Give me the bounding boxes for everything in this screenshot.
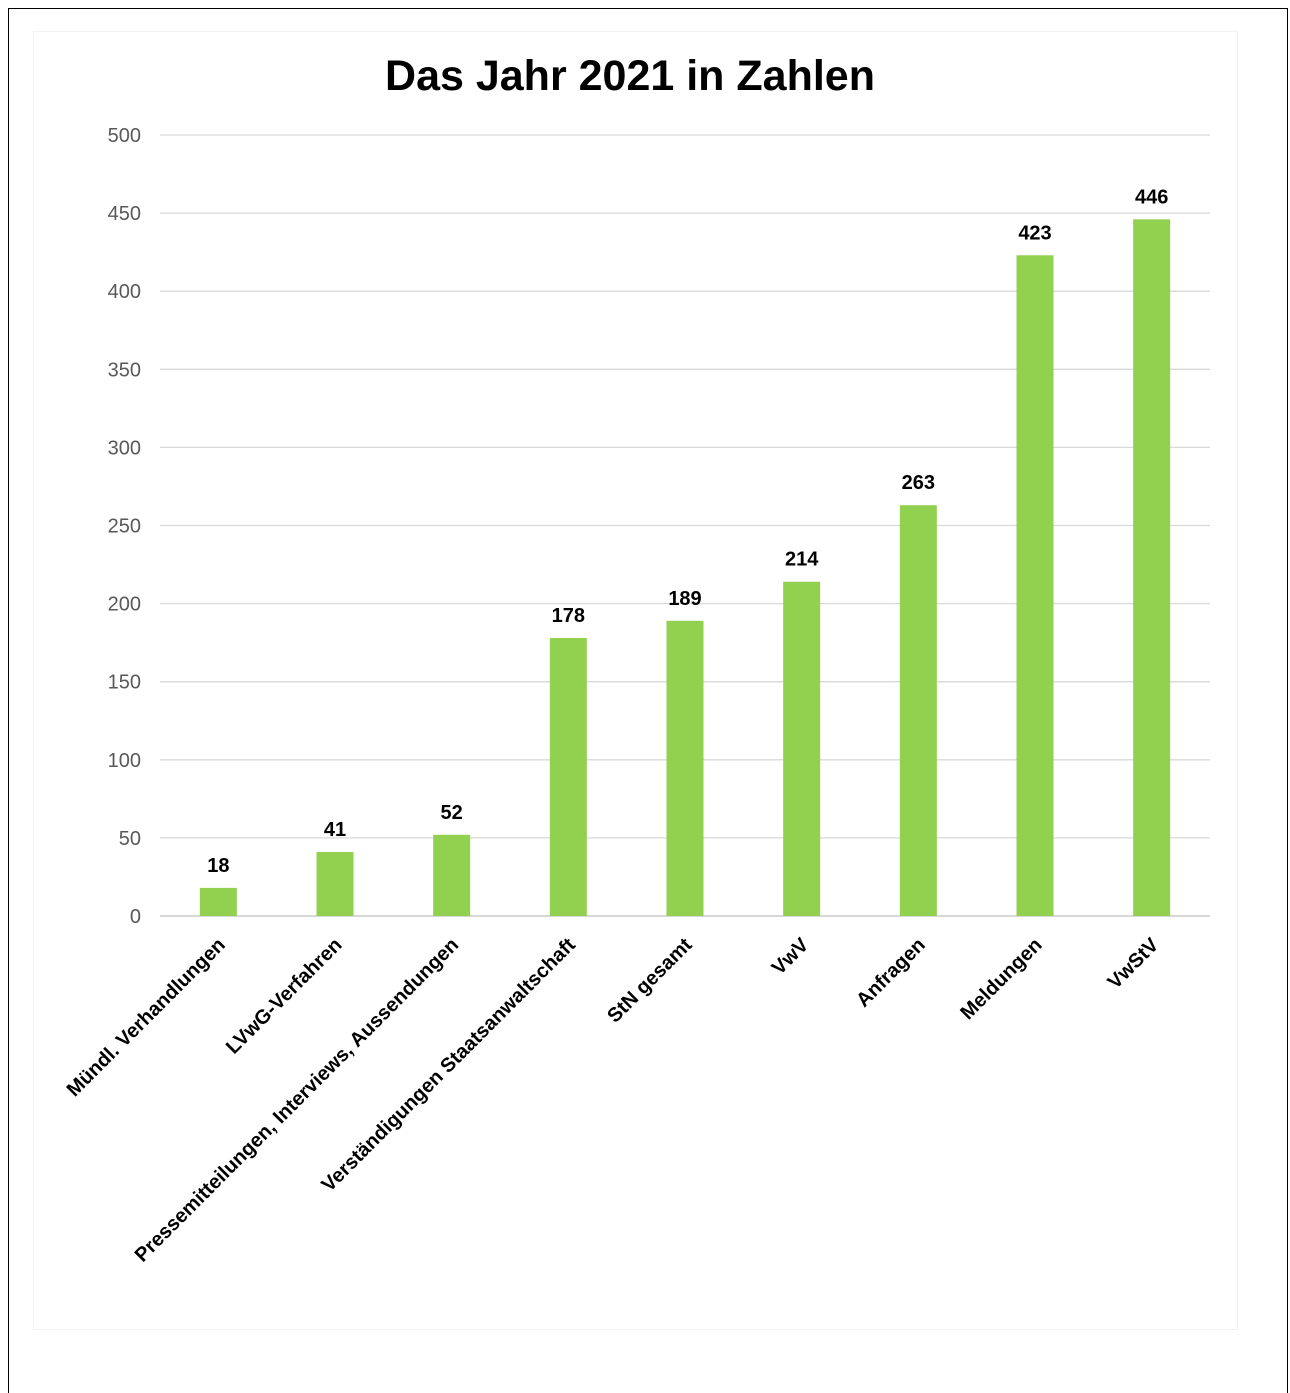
y-tick-label: 300 (108, 437, 141, 459)
y-tick-label: 200 (108, 594, 141, 616)
y-tick-label: 450 (108, 203, 141, 225)
data-label: 446 (1135, 186, 1168, 208)
data-label: 189 (668, 588, 701, 610)
chart-title: Das Jahr 2021 in Zahlen (385, 52, 875, 100)
data-label: 52 (441, 802, 463, 824)
bar (549, 637, 587, 916)
data-label: 214 (785, 549, 819, 571)
bar (899, 505, 937, 916)
category-label: VwV (768, 934, 814, 980)
y-tick-label: 100 (108, 750, 141, 772)
bar (783, 581, 821, 916)
bar (1133, 219, 1171, 916)
category-label: Anfragen (852, 934, 930, 1012)
category-label: LVwG-Verfahren (222, 934, 347, 1059)
y-tick-label: 350 (108, 359, 141, 381)
bar (666, 620, 704, 916)
data-label: 423 (1018, 222, 1051, 244)
y-axis-ticks: 0 50 100 150 200 250 300 350 400 450 500 (108, 125, 141, 928)
y-tick-label: 0 (130, 906, 141, 928)
bar (433, 834, 471, 916)
data-label: 18 (207, 855, 229, 877)
bars (199, 219, 1171, 917)
category-label: Meldungen (956, 934, 1046, 1024)
bar (1016, 255, 1054, 917)
data-labels: 18 41 52 178 189 214 263 423 446 (207, 186, 1168, 877)
y-tick-label: 150 (108, 672, 141, 694)
category-label: VwStV (1104, 934, 1164, 994)
data-label: 178 (552, 605, 585, 627)
bar (316, 851, 354, 916)
y-tick-label: 500 (108, 125, 141, 147)
y-tick-label: 50 (119, 828, 141, 850)
bar (199, 887, 237, 916)
data-label: 41 (324, 819, 346, 841)
category-label: Mündl. Verhandlungen (63, 934, 230, 1101)
outer-frame (8, 8, 1288, 1393)
y-tick-label: 250 (108, 516, 141, 538)
data-label: 263 (902, 472, 935, 494)
category-labels: Mündl. VerhandlungenLVwG-VerfahrenPresse… (63, 934, 1164, 1267)
y-tick-label: 400 (108, 281, 141, 303)
category-label: Verständigungen Staatsanwaltschaft (318, 934, 581, 1197)
category-label: StN gesamt (603, 934, 697, 1028)
